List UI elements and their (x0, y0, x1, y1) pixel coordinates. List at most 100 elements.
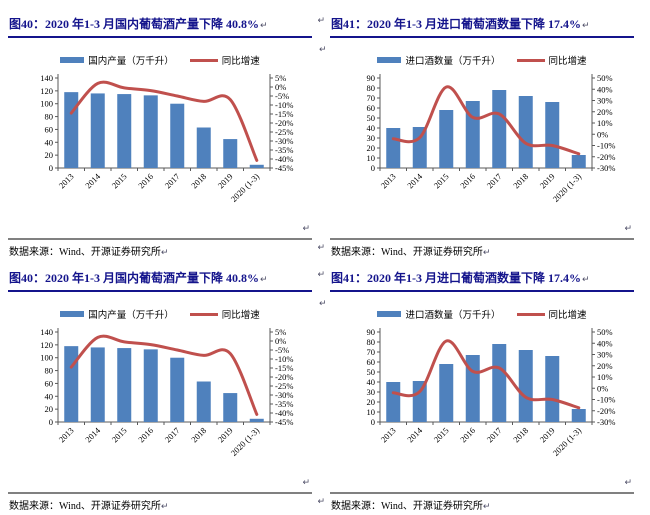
figure-block: 图40：2020 年1-3 月国内葡萄酒产量下降 40.8%↵ ↵ ↵ 国内产量… (8, 268, 325, 514)
bar-series-swatch (377, 57, 402, 63)
svg-text:0: 0 (371, 163, 375, 173)
bar-series-label: 进口酒数量（万千升） (405, 57, 501, 67)
svg-text:2017: 2017 (163, 425, 182, 444)
line-series-label: 同比增速 (548, 311, 587, 321)
line-series-swatch (189, 312, 218, 316)
source-bar: 数据来源：Wind、开源证券研究所↵ ↵ (8, 492, 325, 514)
svg-text:50: 50 (367, 367, 376, 377)
paragraph-return-icon: ↵ (317, 497, 325, 507)
svg-text:-45%: -45% (275, 163, 293, 173)
svg-text:-20%: -20% (275, 372, 293, 382)
figure-title-bar: 图41：2020 年1-3 月进口葡萄酒数量下降 17.4%↵ ↵ (330, 14, 634, 38)
svg-text:0%: 0% (275, 82, 286, 92)
svg-text:40%: 40% (597, 84, 613, 94)
trend-line (391, 339, 581, 410)
svg-text:2016: 2016 (458, 425, 477, 444)
svg-text:2016: 2016 (136, 425, 155, 444)
svg-text:2016: 2016 (458, 171, 477, 190)
svg-text:-35%: -35% (275, 399, 293, 409)
bars (386, 344, 586, 422)
svg-text:80: 80 (367, 337, 376, 347)
svg-text:90: 90 (367, 327, 376, 337)
svg-text:2013: 2013 (57, 171, 76, 190)
figure-title: 图41：2020 年1-3 月进口葡萄酒数量下降 17.4% (331, 271, 581, 285)
paragraph-return-icon: ↵ (624, 224, 632, 234)
svg-text:2017: 2017 (163, 171, 182, 190)
spacer (330, 38, 634, 52)
paragraph-return-icon: ↵ (160, 248, 169, 258)
svg-text:30: 30 (367, 387, 376, 397)
axes (377, 74, 595, 171)
spacer (330, 292, 634, 306)
svg-text:50%: 50% (597, 327, 613, 337)
svg-text:2014: 2014 (405, 171, 425, 191)
paragraph-return-icon: ↵ (624, 478, 632, 488)
chart-legend: 进口酒数量（万千升） 同比增速 (330, 306, 634, 322)
svg-text:-30%: -30% (597, 163, 615, 173)
svg-text:30%: 30% (597, 350, 613, 360)
svg-text:-10%: -10% (275, 354, 293, 364)
svg-text:0: 0 (371, 417, 375, 427)
svg-text:20%: 20% (597, 107, 613, 117)
svg-text:140: 140 (40, 327, 53, 337)
combo-bar-line-chart: 140 120 100 80 60 40 20 0 5%0%-5%-10%-15%-20%-25… (40, 73, 293, 204)
svg-text:0%: 0% (275, 336, 286, 346)
paragraph-return-icon: ↵ (317, 16, 325, 26)
paragraph-return-icon: ↵ (319, 45, 327, 55)
figure-block: 图40：2020 年1-3 月国内葡萄酒产量下降 40.8%↵ ↵ ↵ 国内产量… (8, 14, 325, 260)
svg-text:-15%: -15% (275, 363, 293, 373)
line-series-label: 同比增速 (221, 311, 260, 321)
figure-block: 图41：2020 年1-3 月进口葡萄酒数量下降 17.4% ↵ ↵ ↵ 进口酒数… (319, 268, 634, 514)
svg-text:80: 80 (45, 366, 54, 376)
line-series-swatch (516, 312, 545, 316)
svg-text:0%: 0% (597, 129, 608, 139)
line-series-swatch (516, 58, 545, 62)
svg-text:30%: 30% (597, 96, 613, 106)
bars (386, 90, 586, 168)
svg-text:2014: 2014 (83, 425, 103, 445)
chart-legend: 进口酒数量（万千升） 同比增速 (330, 52, 634, 68)
figures-grid: 图40：2020 年1-3 月国内葡萄酒产量下降 40.8% ↵ ↵ ↵ 国内产量… (8, 14, 642, 514)
svg-text:40: 40 (367, 377, 376, 387)
svg-text:140: 140 (40, 73, 53, 83)
chart-end-mark: ↵ (624, 472, 632, 490)
svg-text:100: 100 (40, 353, 53, 363)
svg-text:-10%: -10% (275, 100, 293, 110)
figure-block: 图41：2020 年1-3 月进口葡萄酒数量下降 17.4%↵ ↵ ↵ 进口酒数… (319, 14, 634, 260)
svg-text:-20%: -20% (275, 118, 293, 128)
source-bar: 数据来源：Wind、开源证券研究所↵ ↵ (330, 492, 634, 514)
figure-title: 图41：2020 年1-3 月进口葡萄酒数量下降 17.4% (331, 17, 581, 31)
svg-text:120: 120 (40, 340, 53, 350)
bars (64, 92, 264, 168)
svg-text:70: 70 (367, 347, 376, 357)
bar-series-swatch (60, 57, 85, 63)
svg-text:-35%: -35% (275, 145, 293, 155)
svg-text:2019: 2019 (538, 425, 557, 444)
spacer (8, 292, 312, 306)
figure-title: 图40：2020 年1-3 月国内葡萄酒产量下降 40.8% (9, 271, 259, 285)
svg-text:2014: 2014 (405, 425, 425, 445)
svg-text:-10%: -10% (597, 395, 615, 405)
svg-text:-40%: -40% (275, 408, 293, 418)
combo-bar-line-chart: 140 120 100 80 60 40 20 0 5%0%-5%-10%-15%-20%-25… (40, 327, 293, 458)
svg-text:80: 80 (45, 112, 54, 122)
svg-text:-30%: -30% (597, 417, 615, 427)
svg-text:80: 80 (367, 83, 376, 93)
svg-text:-10%: -10% (597, 141, 615, 151)
svg-text:30: 30 (367, 133, 376, 143)
bar-series-label: 国内产量（万千升） (88, 57, 174, 67)
svg-text:10%: 10% (597, 118, 613, 128)
svg-text:120: 120 (40, 86, 53, 96)
svg-text:-40%: -40% (275, 154, 293, 164)
paragraph-return-icon: ↵ (302, 224, 310, 234)
paragraph-return-icon: ↵ (317, 270, 325, 280)
svg-text:0%: 0% (597, 383, 608, 393)
paragraph-return-icon: ↵ (317, 243, 325, 253)
svg-text:20: 20 (45, 404, 54, 414)
trend-line (391, 85, 581, 156)
svg-text:-5%: -5% (275, 91, 289, 101)
svg-text:2013: 2013 (379, 171, 398, 190)
paragraph-return-icon: ↵ (160, 502, 169, 512)
